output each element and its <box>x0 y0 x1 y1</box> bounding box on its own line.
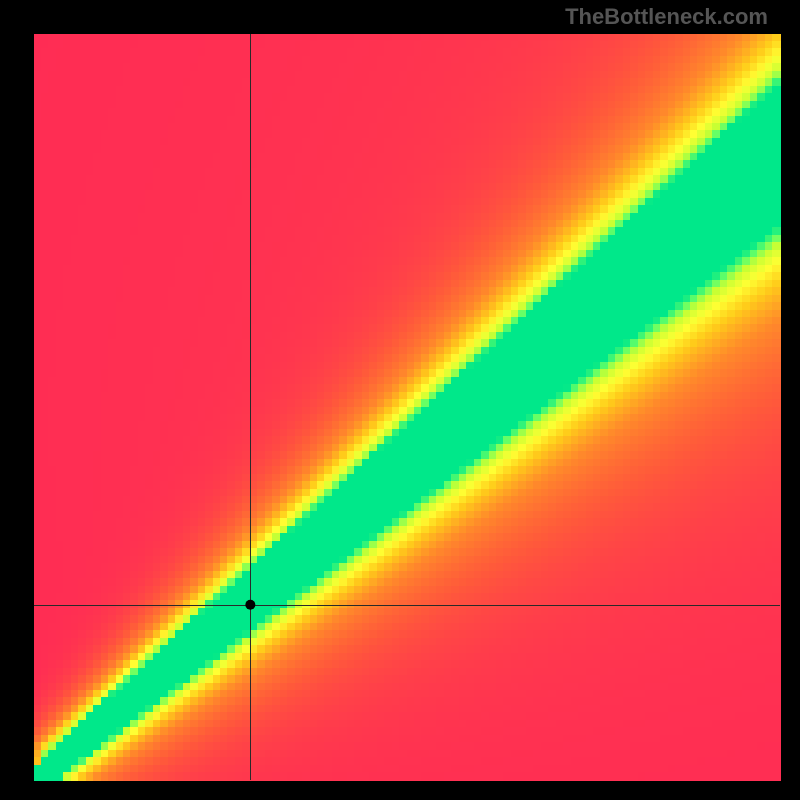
watermark-text: TheBottleneck.com <box>565 4 768 30</box>
chart-container: TheBottleneck.com <box>0 0 800 800</box>
bottleneck-heatmap <box>0 0 800 800</box>
